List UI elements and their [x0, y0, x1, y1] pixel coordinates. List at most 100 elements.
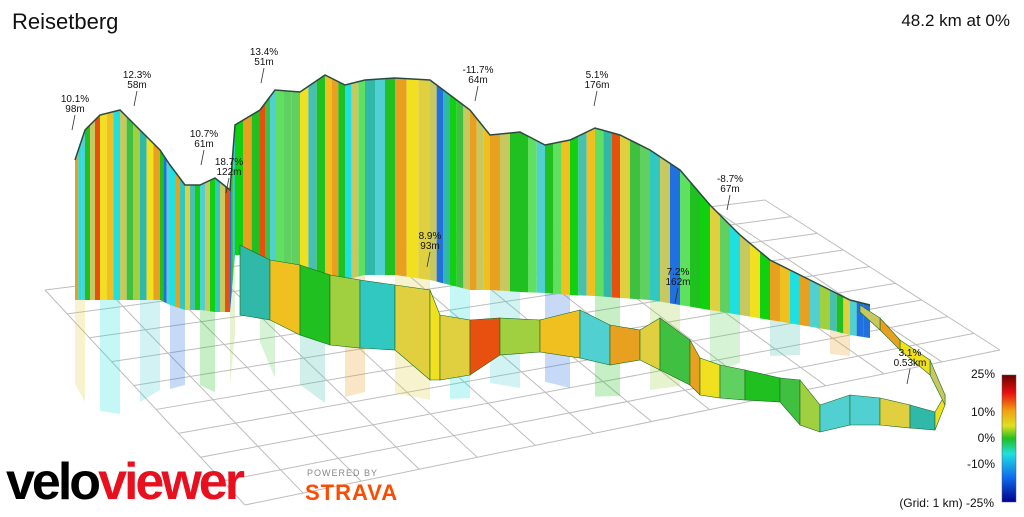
profile-segment: [153, 143, 160, 300]
profile-segment: [331, 78, 339, 280]
profile-segment: [316, 75, 325, 280]
grid-note: (Grid: 1 km) -25%: [899, 496, 994, 510]
profile-segment: [450, 95, 457, 287]
annotation-leader: [71, 114, 76, 131]
grid-line: [200, 316, 948, 458]
grid-line: [44, 289, 246, 506]
profile-segment: [175, 171, 180, 309]
reflection-segment: [75, 300, 85, 402]
annotation-grade: 8.9%: [419, 231, 442, 242]
profile-segment: [740, 235, 750, 317]
legend-label-0: 0%: [977, 431, 995, 445]
annotation-length: 61m: [194, 139, 213, 150]
profile-segment: [106, 111, 114, 301]
profile-segment: [338, 81, 345, 281]
profile-segment: [429, 289, 441, 381]
profile-segment: [700, 193, 710, 310]
profile-segment: [113, 110, 120, 300]
annotation-length: 162m: [665, 277, 690, 288]
distance-summary: 48.2 km at 0%: [901, 11, 1010, 30]
profile-segment: [490, 134, 500, 291]
reflection-segment: [140, 300, 160, 402]
profile-segment: [545, 143, 554, 294]
profile-segment: [570, 136, 579, 296]
profile-segment: [720, 215, 730, 314]
profile-segment: [385, 78, 395, 275]
profile-segment: [770, 260, 780, 322]
profile-segment: [120, 110, 127, 300]
profile-segment: [345, 83, 352, 280]
profile-segment: [909, 404, 936, 431]
profile-segment: [300, 86, 309, 277]
profile-segment: [510, 132, 520, 292]
profile-wall-back: [74, 74, 871, 338]
annotation-leader: [906, 368, 911, 385]
profile-segment: [230, 168, 232, 312]
annotation-leader: [674, 287, 679, 304]
profile-segment: [744, 369, 781, 403]
profile-segment: [275, 90, 284, 272]
grid-line: [100, 282, 304, 494]
annotation-grade: 18.7%: [215, 157, 243, 168]
profile-segment: [233, 125, 235, 274]
profile-segment: [235, 120, 244, 255]
profile-segment: [528, 136, 537, 293]
reflection-segment: [710, 310, 740, 373]
annotation-leader: [726, 194, 731, 211]
strava-logo: STRAVA: [305, 480, 399, 505]
profile-segment: [640, 145, 650, 300]
profile-segment: [553, 141, 562, 295]
annotation-length: 51m: [254, 57, 273, 68]
annotation-length: 64m: [468, 75, 487, 86]
profile-segment: [859, 304, 881, 331]
profile-segment: [375, 78, 385, 276]
profile-segment: [779, 377, 801, 426]
profile-segment: [308, 80, 317, 279]
annotation-grade: 13.4%: [250, 47, 278, 58]
profile-segment: [819, 394, 851, 433]
profile-segment: [395, 78, 407, 277]
profile-segment: [231, 146, 234, 293]
gradient-colorbar: [1001, 374, 1017, 503]
grid-line: [155, 275, 362, 482]
profile-segment: [879, 397, 911, 429]
profile-segment: [719, 364, 746, 401]
profile-segment: [100, 113, 107, 300]
profile-segment: [265, 96, 270, 266]
annotation-leader: [225, 177, 230, 194]
profile-segment: [760, 251, 770, 320]
profile-segment: [85, 125, 90, 300]
profile-segment: [358, 80, 365, 277]
profile-segment: [325, 75, 332, 280]
profile-segment: [351, 81, 359, 279]
profile-segment: [879, 317, 901, 351]
profile-segment: [436, 85, 444, 284]
profile-segment: [359, 279, 396, 351]
annotation-grade: 3.1%: [899, 348, 922, 359]
profile-segment: [365, 79, 375, 275]
profile-segment: [260, 103, 265, 260]
profile-segment: [299, 264, 331, 346]
profile-segment: [820, 285, 830, 330]
reflection-segment: [170, 305, 185, 389]
profile-segment: [195, 185, 200, 310]
profile-segment: [78, 140, 82, 300]
profile-segment: [595, 128, 604, 297]
profile-segment: [483, 126, 490, 291]
profile-segment: [75, 150, 79, 300]
annotation-length: 176m: [584, 80, 609, 91]
grid-line: [764, 199, 1001, 351]
profile-top-edge: [74, 74, 871, 306]
annotation-leader: [260, 67, 265, 84]
profile-segment: [690, 181, 700, 309]
profile-segment: [251, 110, 260, 255]
legend-label-10: 10%: [970, 405, 995, 419]
profile-segment: [133, 123, 140, 300]
annotation-leader: [133, 90, 138, 107]
annotation-leader: [200, 149, 205, 166]
annotation-length: 67m: [720, 184, 739, 195]
profile-segment: [670, 163, 680, 305]
grid-line: [709, 206, 943, 363]
profile-segment: [630, 140, 640, 300]
